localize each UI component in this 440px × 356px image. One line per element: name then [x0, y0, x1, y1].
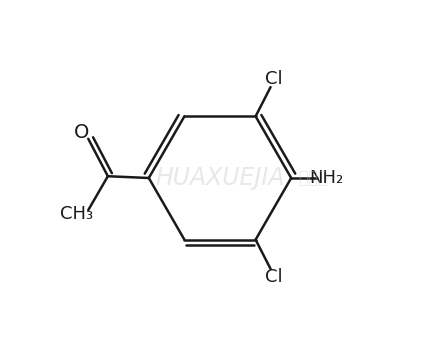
- Text: Cl: Cl: [264, 70, 282, 88]
- Text: CH₃: CH₃: [60, 205, 93, 223]
- Text: Cl: Cl: [264, 268, 282, 286]
- Text: NH₂: NH₂: [310, 169, 344, 187]
- Text: 化学家: 化学家: [298, 169, 328, 187]
- Text: O: O: [74, 123, 90, 142]
- Text: HUAXUEJIA: HUAXUEJIA: [155, 166, 285, 190]
